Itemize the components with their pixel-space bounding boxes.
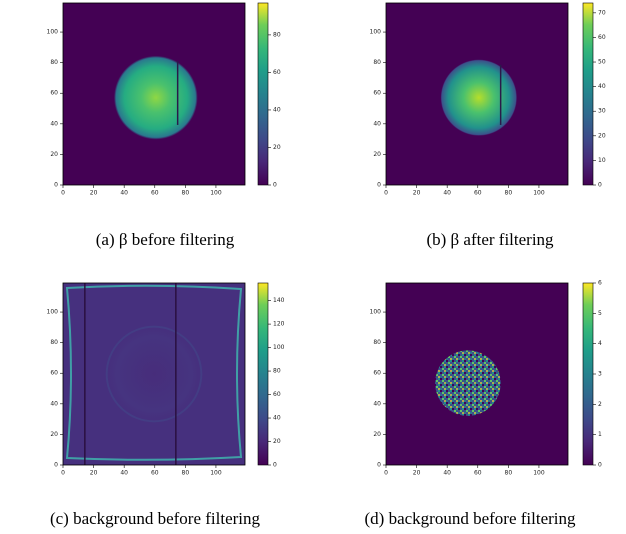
x-tick-label: 40 <box>120 190 128 197</box>
x-tick-label: 60 <box>151 190 159 197</box>
y-tick-label: 60 <box>50 90 58 97</box>
colorbar-tick-label: 10 <box>598 157 606 164</box>
colorbar-tick-label: 120 <box>273 321 285 328</box>
colorbar-tick-label: 20 <box>598 132 606 139</box>
colorbar-tick-label: 50 <box>598 59 606 66</box>
colorbar <box>258 3 268 185</box>
y-tick-label: 20 <box>373 431 381 438</box>
colorbar-tick-label: 2 <box>598 401 602 408</box>
colorbar-tick-label: 20 <box>273 438 281 445</box>
colorbar-tick-label: 40 <box>598 83 606 90</box>
colorbar-tick-label: 0 <box>598 462 602 469</box>
caption: (a) β before filtering <box>96 230 235 249</box>
colorbar-tick-label: 20 <box>273 144 281 151</box>
x-tick-label: 40 <box>120 470 128 477</box>
y-tick-label: 100 <box>370 309 382 316</box>
colorbar-tick-label: 1 <box>598 431 602 438</box>
y-tick-label: 80 <box>373 59 381 66</box>
y-tick-label: 0 <box>54 182 58 189</box>
y-tick-label: 60 <box>50 370 58 377</box>
x-tick-label: 0 <box>384 470 388 477</box>
caption: (d) background before filtering <box>365 509 576 528</box>
x-tick-label: 100 <box>533 470 545 477</box>
colorbar-tick-label: 40 <box>273 106 281 113</box>
colorbar-tick-label: 6 <box>598 280 602 287</box>
x-tick-label: 40 <box>443 470 451 477</box>
x-tick-label: 20 <box>413 190 421 197</box>
x-tick-label: 80 <box>505 190 513 197</box>
x-tick-label: 0 <box>61 470 65 477</box>
x-tick-label: 40 <box>443 190 451 197</box>
figure: 020406080100020406080100020406080(a) β b… <box>0 0 626 534</box>
blob <box>435 350 501 416</box>
x-tick-label: 80 <box>182 190 190 197</box>
colorbar-tick-label: 60 <box>273 69 281 76</box>
colorbar-tick-label: 70 <box>598 9 606 16</box>
blob <box>441 59 517 135</box>
y-tick-label: 0 <box>54 462 58 469</box>
x-tick-label: 0 <box>384 190 388 197</box>
blob <box>114 56 198 140</box>
y-tick-label: 60 <box>373 370 381 377</box>
y-tick-label: 0 <box>377 462 381 469</box>
y-tick-label: 100 <box>47 309 59 316</box>
colorbar-tick-label: 80 <box>273 368 281 375</box>
colorbar-tick-label: 0 <box>273 182 277 189</box>
colorbar <box>583 283 593 465</box>
y-tick-label: 80 <box>50 339 58 346</box>
y-tick-label: 40 <box>50 400 58 407</box>
x-tick-label: 100 <box>533 190 545 197</box>
x-tick-label: 80 <box>182 470 190 477</box>
colorbar-tick-label: 30 <box>598 108 606 115</box>
y-tick-label: 0 <box>377 182 381 189</box>
x-tick-label: 60 <box>151 470 159 477</box>
x-tick-label: 100 <box>210 190 222 197</box>
colorbar <box>583 3 593 185</box>
colorbar-tick-label: 5 <box>598 310 602 317</box>
x-tick-label: 100 <box>210 470 222 477</box>
y-tick-label: 20 <box>373 151 381 158</box>
colorbar-tick-label: 100 <box>273 344 285 351</box>
x-tick-label: 60 <box>474 190 482 197</box>
y-tick-label: 80 <box>50 59 58 66</box>
x-tick-label: 60 <box>474 470 482 477</box>
ring <box>107 327 202 422</box>
x-tick-label: 20 <box>413 470 421 477</box>
colorbar-tick-label: 0 <box>273 462 277 469</box>
y-tick-label: 100 <box>47 29 59 36</box>
colorbar-tick-label: 0 <box>598 182 602 189</box>
colorbar-tick-label: 80 <box>273 31 281 38</box>
colorbar-tick-label: 140 <box>273 297 285 304</box>
y-tick-label: 60 <box>373 90 381 97</box>
x-tick-label: 0 <box>61 190 65 197</box>
y-tick-label: 40 <box>50 120 58 127</box>
colorbar-tick-label: 40 <box>273 415 281 422</box>
x-tick-label: 20 <box>90 190 98 197</box>
colorbar <box>258 283 268 465</box>
y-tick-label: 20 <box>50 151 58 158</box>
colorbar-tick-label: 3 <box>598 371 602 378</box>
y-tick-label: 100 <box>370 29 382 36</box>
y-tick-label: 40 <box>373 120 381 127</box>
colorbar-tick-label: 60 <box>273 391 281 398</box>
caption: (b) β after filtering <box>426 230 554 249</box>
x-tick-label: 80 <box>505 470 513 477</box>
caption: (c) background before filtering <box>50 509 261 528</box>
colorbar-tick-label: 60 <box>598 34 606 41</box>
y-tick-label: 40 <box>373 400 381 407</box>
y-tick-label: 20 <box>50 431 58 438</box>
y-tick-label: 80 <box>373 339 381 346</box>
colorbar-tick-label: 4 <box>598 340 602 347</box>
page: {"chart_data": [ {"type": "heatmap", "ca… <box>0 0 626 534</box>
x-tick-label: 20 <box>90 470 98 477</box>
